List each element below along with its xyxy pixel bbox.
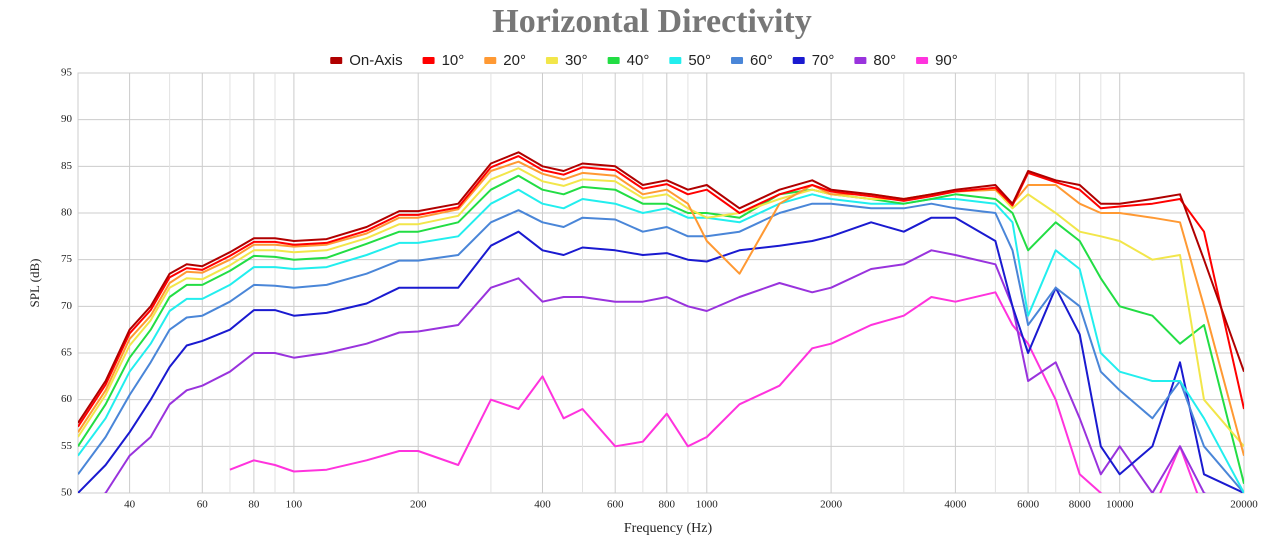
series-line [78,167,1244,447]
legend-label: 50° [688,52,711,69]
x-tick-label: 200 [410,499,427,511]
x-tick-label: 10000 [1106,499,1134,511]
legend-label: On-Axis [349,52,402,69]
x-tick-label: 40 [124,499,136,511]
series-line [78,188,1244,493]
legend-swatch [854,57,867,64]
legend: On-Axis 10° 20° 30° 40° 50° 60° 70° 80° 90° [330,52,958,69]
legend-swatch [484,57,497,64]
legend-swatch [669,57,682,64]
series-line [229,291,1199,493]
x-tick-label: 6000 [1017,499,1040,511]
legend-label: 70° [812,52,835,69]
plot-area [78,151,1244,493]
legend-swatch [916,57,929,64]
series-line [78,174,1244,484]
x-tick-label: 600 [607,499,624,511]
y-tick-label: 55 [61,440,73,452]
legend-label: 40° [627,52,650,69]
y-tick-label: 75 [61,253,73,265]
series-line [78,202,1244,493]
y-tick-label: 95 [61,67,73,79]
legend-label: 10° [442,52,465,69]
x-axis-label: Frequency (Hz) [624,521,713,536]
series-line [78,160,1244,456]
chart-title: Horizontal Directivity [492,3,811,40]
legend-swatch [545,57,558,64]
x-tick-label: 20000 [1230,499,1258,511]
legend-swatch [792,57,805,64]
y-tick-label: 70 [61,300,73,312]
legend-label: 60° [750,52,773,69]
x-tick-label: 2000 [820,499,843,511]
legend-swatch [422,57,435,64]
legend-label: 90° [935,52,958,69]
x-tick-label: 8000 [1069,499,1092,511]
plot-border [77,72,1245,494]
series-line [103,249,1207,493]
y-tick-label: 60 [61,393,73,405]
x-tick-label: 1000 [696,499,719,511]
x-tick-label: 4000 [944,499,967,511]
y-tick-label: 80 [61,207,73,219]
y-tick-label: 85 [61,160,73,172]
x-tick-label: 800 [659,499,676,511]
legend-swatch [330,57,343,64]
legend-label: 80° [873,52,896,69]
legend-swatch [731,57,744,64]
x-tick-label: 80 [248,499,260,511]
grid: 50 55 60 65 70 75 80 85 90 95 40 60 80 100 200 400 600 80… [61,67,1258,511]
x-tick-label: 400 [534,499,551,511]
x-tick-label: 60 [197,499,209,511]
legend-label: 20° [503,52,526,69]
y-tick-label: 50 [61,487,73,499]
series-line [78,216,1244,493]
x-tick-label: 100 [286,499,303,511]
legend-label: 30° [565,52,588,69]
y-tick-label: 90 [61,113,73,125]
series-line [78,155,1244,428]
legend-swatch [607,57,620,64]
series-line [78,151,1244,424]
y-tick-label: 65 [61,347,73,359]
y-axis-label: SPL (dB) [27,259,42,308]
